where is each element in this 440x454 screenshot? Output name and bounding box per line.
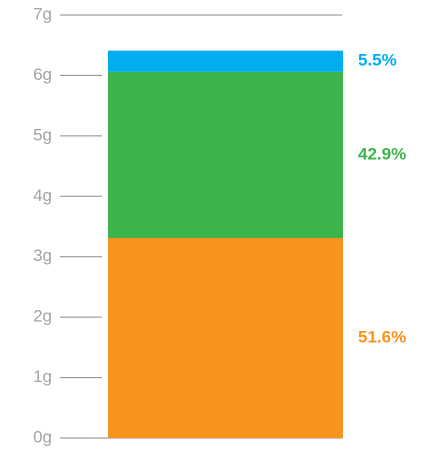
bar-segment [108, 237, 343, 438]
segment-label: 5.5% [358, 51, 397, 70]
y-tick-label: 1g [33, 367, 52, 386]
y-tick-label: 6g [33, 65, 52, 84]
y-tick-label: 7g [33, 4, 52, 23]
y-tick-label: 5g [33, 125, 52, 144]
y-tick-label: 2g [33, 307, 52, 326]
y-tick-label: 3g [33, 246, 52, 265]
bar-segment [108, 50, 343, 72]
y-tick-label: 4g [33, 186, 52, 205]
segment-label: 42.9% [358, 144, 406, 163]
y-tick-label: 0g [33, 427, 52, 446]
segment-label: 51.6% [358, 327, 406, 346]
bar-segment [108, 71, 343, 238]
